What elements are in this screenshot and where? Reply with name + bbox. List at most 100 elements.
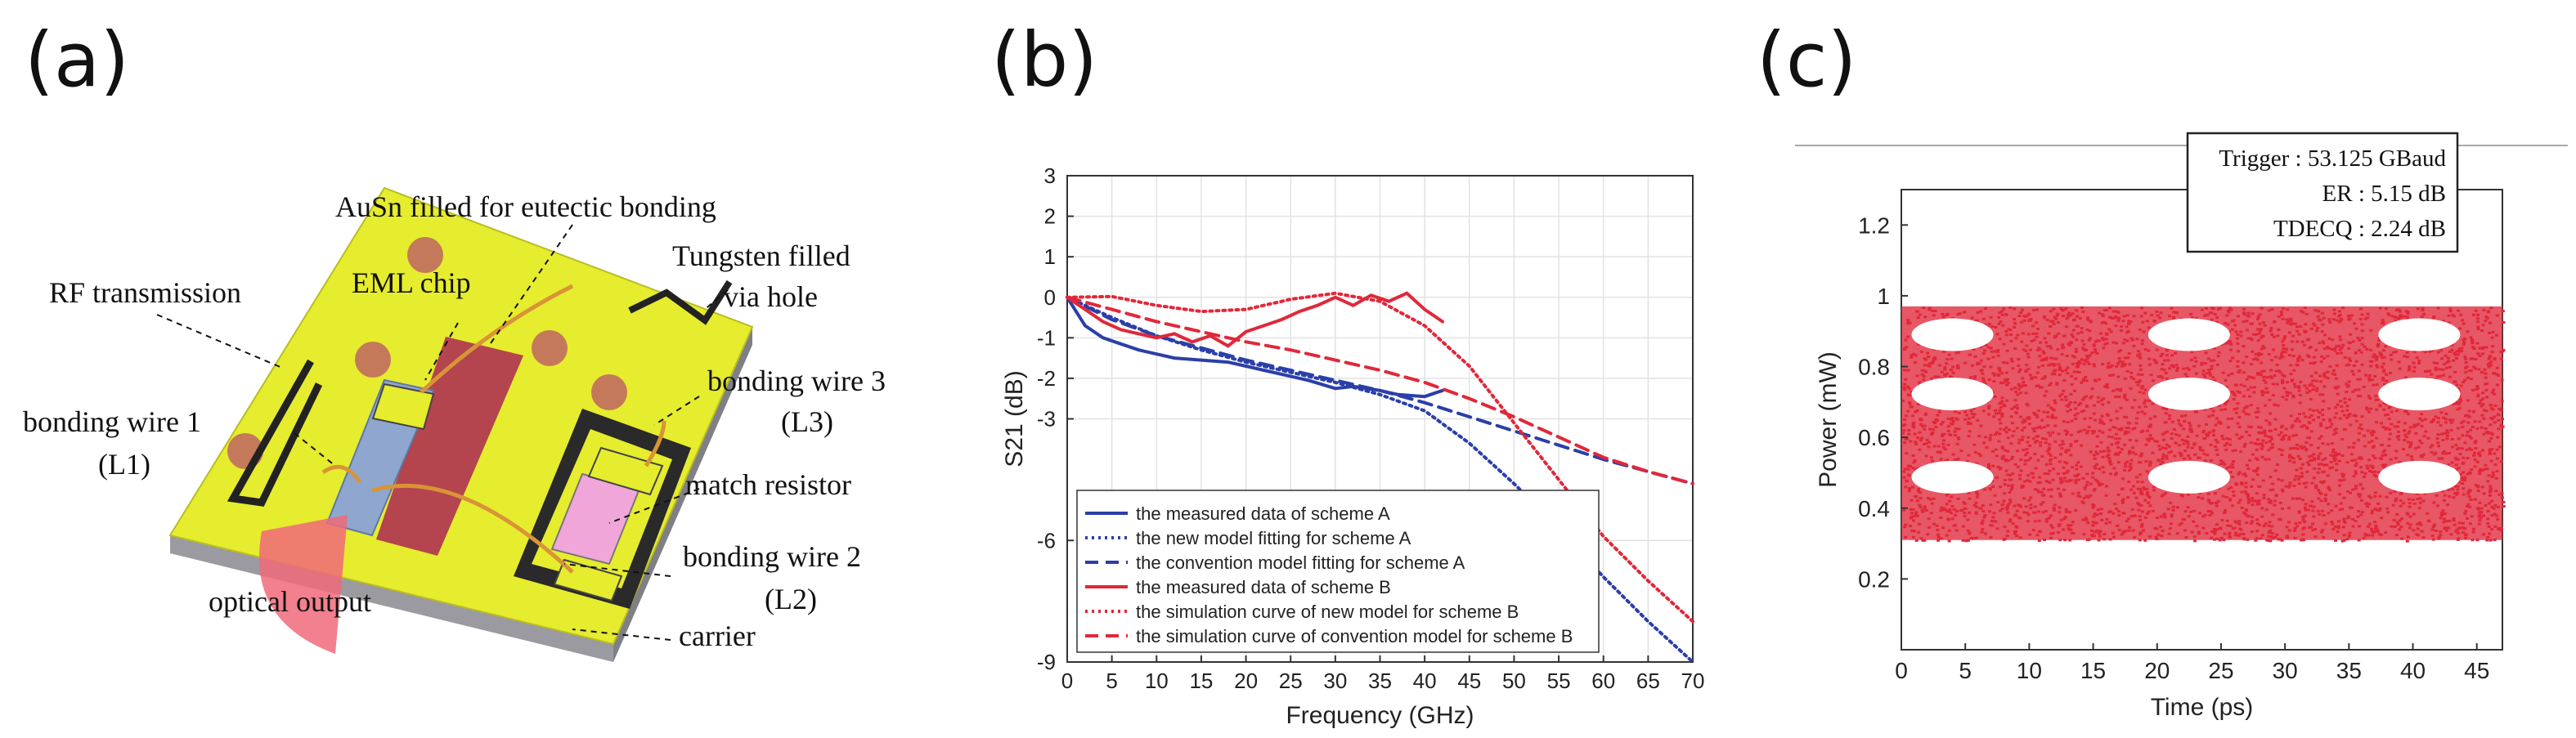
x-tick-label: 65 <box>1636 669 1660 693</box>
x-tick-label: 35 <box>2336 658 2362 683</box>
legend-entry: the new model fitting for scheme A <box>1136 528 1411 548</box>
eye-opening <box>2378 460 2461 494</box>
bonding-wire-2-label: bonding wire 2 <box>683 540 861 573</box>
eye-opening <box>2147 318 2230 351</box>
gold-pad <box>355 342 391 378</box>
eye-opening <box>2378 318 2461 351</box>
y-tick-label: 2 <box>1044 204 1056 229</box>
y-tick-label: 1 <box>1044 244 1056 269</box>
annotation-text: ER : 5.15 dB <box>2322 181 2446 207</box>
y-tick-label: 1 <box>1877 284 1890 309</box>
gold-pad <box>591 374 627 410</box>
eye-diagram-chart: 0 5 10 15 20 25 30 35 40 45 0.2 0.4 0.6 0.8 1 1.2 Time (… <box>1795 132 2568 721</box>
y-tick-label: -6 <box>1037 528 1056 552</box>
eye-opening <box>2147 378 2230 411</box>
x-tick-label: 0 <box>1061 669 1073 693</box>
series-line-1 <box>1066 295 1444 399</box>
x-tick-label: 55 <box>1547 669 1571 693</box>
gold-pad <box>532 330 568 366</box>
gold-pad <box>407 237 443 273</box>
x-tick-label: 40 <box>2400 658 2426 683</box>
ausn-label: AuSn filled for eutectic bonding <box>335 190 716 223</box>
x-tick-label: 5 <box>1106 669 1117 693</box>
x-tick-label: 45 <box>2464 658 2489 683</box>
x-tick-label: 30 <box>1323 669 1347 693</box>
x-tick-label: 60 <box>1591 669 1615 693</box>
eye-opening <box>2147 460 2230 494</box>
legend-entry: the measured data of scheme B <box>1136 577 1391 597</box>
x-tick-label: 0 <box>1895 658 1908 683</box>
y-tick-label: -9 <box>1037 650 1056 674</box>
bonding-wire-3-inductance: (L3) <box>781 405 833 438</box>
x-tick-label: 15 <box>1189 669 1213 693</box>
carrier-label: carrier <box>679 619 756 652</box>
rf-transmission-label: RF transmission <box>49 276 241 309</box>
x-tick-label: 25 <box>2208 658 2233 683</box>
bonding-wire-2 <box>371 483 574 574</box>
eml-chip-label: EML chip <box>352 266 471 299</box>
x-tick-label: 5 <box>1959 658 1972 683</box>
bonding-wire-1-label: bonding wire 1 <box>23 405 201 438</box>
y-tick-label: 0.6 <box>1858 425 1890 450</box>
y-axis-label: S21 (dB) <box>1001 370 1028 467</box>
eye-opening <box>2378 378 2461 411</box>
panel-label-b: (b) <box>991 16 1098 104</box>
annotation-text: TDECQ : 2.24 dB <box>2273 216 2446 242</box>
ausn-region <box>376 337 523 556</box>
x-tick-label: 10 <box>1145 669 1169 693</box>
bonding-wire-1 <box>321 464 362 484</box>
x-tick-label: 50 <box>1502 669 1526 693</box>
y-tick-label: 0 <box>1044 285 1056 310</box>
s21-chart: 0 5 10 15 20 25 30 35 40 45 50 55 60 65 703210-1-2-3-6… <box>1001 163 1705 729</box>
leader-lines <box>156 224 729 641</box>
x-tick-label: 10 <box>2017 658 2042 683</box>
legend-entry: the simulation curve of convention model… <box>1136 626 1573 646</box>
carrier-side-right <box>613 327 752 662</box>
x-axis-label: Frequency (GHz) <box>1286 702 1474 729</box>
x-tick-label: 15 <box>2080 658 2106 683</box>
series-line-6 <box>1066 295 1694 485</box>
annotation-box <box>2186 132 2459 253</box>
panel-label-c: (c) <box>1757 16 1857 104</box>
x-tick-label: 35 <box>1368 669 1392 693</box>
series-line-4 <box>1066 291 1444 348</box>
y-tick-label: 0.8 <box>1858 355 1890 380</box>
optical-beam <box>258 515 348 654</box>
series-line-3 <box>1066 295 1694 485</box>
optical-output-label: optical output <box>209 585 371 618</box>
y-tick-label: -1 <box>1037 325 1056 350</box>
panel-label-a: (a) <box>25 16 130 104</box>
bonding-wire-1-inductance: (L1) <box>98 448 150 481</box>
resistor-pad-top <box>587 446 664 496</box>
eye-opening <box>1911 378 1994 411</box>
eml-chip-pad <box>371 382 435 431</box>
bonding-wire-3-label: bonding wire 3 <box>707 365 886 397</box>
y-tick-label: 0.2 <box>1858 566 1890 592</box>
legend-entry: the convention model fitting for scheme … <box>1136 552 1465 573</box>
x-tick-label: 30 <box>2273 658 2298 683</box>
x-axis-label: Time (ps) <box>2151 694 2254 721</box>
bonding-wire-3 <box>644 420 666 467</box>
match-resistor-label: match resistor <box>685 468 851 501</box>
rf-line <box>227 359 323 507</box>
x-tick-label: 40 <box>1413 669 1437 693</box>
legend-entry: the measured data of scheme A <box>1136 503 1390 524</box>
bonding-wire-2-inductance: (L2) <box>765 583 817 615</box>
annotation-text: Trigger : 53.125 GBaud <box>2219 145 2446 172</box>
legend-entry: the simulation curve of new model for sc… <box>1136 602 1519 622</box>
y-tick-label: 0.4 <box>1858 496 1890 521</box>
device-diagram: AuSn filled for eutectic bonding Tungste… <box>23 186 886 662</box>
y-tick-label: -2 <box>1037 366 1056 391</box>
y-tick-label: 3 <box>1044 163 1056 188</box>
x-tick-label: 20 <box>2144 658 2170 683</box>
x-tick-label: 70 <box>1681 669 1705 693</box>
x-tick-label: 20 <box>1234 669 1258 693</box>
tungsten-via <box>628 280 733 325</box>
legend-box <box>1076 490 1600 653</box>
x-tick-label: 25 <box>1279 669 1303 693</box>
via-hole-label: via hole <box>724 280 818 313</box>
y-tick-label: 1.2 <box>1858 212 1890 238</box>
y-axis-label: Power (mW) <box>1815 351 1842 488</box>
bonding-wire-chip <box>420 284 574 394</box>
tungsten-label: Tungsten filled <box>672 239 850 272</box>
